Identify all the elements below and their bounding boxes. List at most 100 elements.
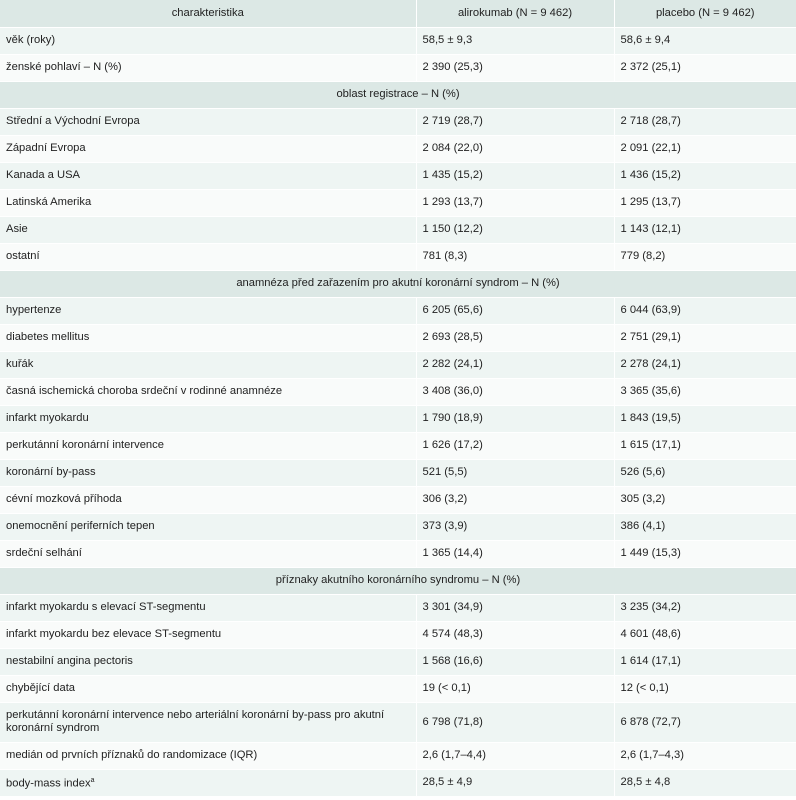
table-row: Střední a Východní Evropa 2 719 (28,7) 2 7…: [0, 108, 796, 135]
alirocumab-value: 1 150 (12,2): [416, 216, 614, 243]
alirocumab-value: 2 084 (22,0): [416, 135, 614, 162]
table-row: cévní mozková příhoda 306 (3,2) 305 (3,2): [0, 486, 796, 513]
placebo-value: 2 278 (24,1): [614, 351, 796, 378]
row-label-cell: onemocnění periferních tepen: [0, 513, 416, 540]
table-row: ostatní 781 (8,3) 779 (8,2): [0, 243, 796, 270]
alirocumab-value: 6 205 (65,6): [416, 297, 614, 324]
row-label-cell: cévní mozková příhoda: [0, 486, 416, 513]
table-row: onemocnění periferních tepen 373 (3,9) 386…: [0, 513, 796, 540]
table-row: Západní Evropa 2 084 (22,0) 2 091 (22,1): [0, 135, 796, 162]
row-label: nestabilní angina pectoris: [6, 655, 133, 667]
section-title: oblast registrace – N (%): [0, 81, 796, 108]
placebo-value: 28,5 ± 4,8: [614, 769, 796, 796]
table-row: infarkt myokardu bez elevace ST-segmentu…: [0, 621, 796, 648]
table-row: Asie 1 150 (12,2) 1 143 (12,1): [0, 216, 796, 243]
alirocumab-value: 2 693 (28,5): [416, 324, 614, 351]
placebo-value: 386 (4,1): [614, 513, 796, 540]
row-label-cell: ostatní: [0, 243, 416, 270]
alirocumab-value: 2 390 (25,3): [416, 54, 614, 81]
alirocumab-value: 4 574 (48,3): [416, 621, 614, 648]
row-label: koronární by-pass: [6, 466, 96, 478]
alirocumab-value: 1 293 (13,7): [416, 189, 614, 216]
row-label-cell: kuřák: [0, 351, 416, 378]
alirocumab-value: 306 (3,2): [416, 486, 614, 513]
row-label-cell: nestabilní angina pectoris: [0, 648, 416, 675]
row-label: infarkt myokardu bez elevace ST-segmentu: [6, 628, 221, 640]
row-label: diabetes mellitus: [6, 331, 89, 343]
header-characteristic: charakteristika: [0, 0, 416, 27]
table-row: infarkt myokardu 1 790 (18,9) 1 843 (19,5): [0, 405, 796, 432]
alirocumab-value: 1 568 (16,6): [416, 648, 614, 675]
alirocumab-value: 28,5 ± 4,9: [416, 769, 614, 796]
alirocumab-value: 58,5 ± 9,3: [416, 27, 614, 54]
placebo-value: 526 (5,6): [614, 459, 796, 486]
placebo-value: 6 044 (63,9): [614, 297, 796, 324]
table-row: chybějící data 19 (< 0,1) 12 (< 0,1): [0, 675, 796, 702]
row-label-cell: medián od prvních příznaků do randomizac…: [0, 742, 416, 769]
alirocumab-value: 2 282 (24,1): [416, 351, 614, 378]
alirocumab-value: 1 365 (14,4): [416, 540, 614, 567]
table-row: srdeční selhání 1 365 (14,4) 1 449 (15,3): [0, 540, 796, 567]
row-label-cell: Střední a Východní Evropa: [0, 108, 416, 135]
row-label-cell: perkutánní koronární intervence nebo art…: [0, 702, 416, 742]
placebo-value: 1 614 (17,1): [614, 648, 796, 675]
table-header-row: charakteristika alirokumab (N = 9 462) p…: [0, 0, 796, 27]
alirocumab-value: 19 (< 0,1): [416, 675, 614, 702]
row-label: perkutánní koronární intervence nebo art…: [6, 709, 384, 734]
row-label-cell: Asie: [0, 216, 416, 243]
row-label: Střední a Východní Evropa: [6, 115, 140, 127]
placebo-value: 3 365 (35,6): [614, 378, 796, 405]
placebo-value: 1 295 (13,7): [614, 189, 796, 216]
row-label-cell: perkutánní koronární intervence: [0, 432, 416, 459]
row-label: hypertenze: [6, 304, 61, 316]
row-label: Asie: [6, 223, 28, 235]
table-row: koronární by-pass 521 (5,5) 526 (5,6): [0, 459, 796, 486]
placebo-value: 6 878 (72,7): [614, 702, 796, 742]
row-label-cell: věk (roky): [0, 27, 416, 54]
table-row: infarkt myokardu s elevací ST-segmentu 3 …: [0, 594, 796, 621]
row-label-cell: infarkt myokardu: [0, 405, 416, 432]
alirocumab-value: 6 798 (71,8): [416, 702, 614, 742]
row-label: perkutánní koronární intervence: [6, 439, 164, 451]
placebo-value: 1 615 (17,1): [614, 432, 796, 459]
table-row: časná ischemická choroba srdeční v rodin…: [0, 378, 796, 405]
table-row: perkutánní koronární intervence nebo art…: [0, 702, 796, 742]
table-row: body-mass indexa 28,5 ± 4,9 28,5 ± 4,8: [0, 769, 796, 796]
table-row: hypertenze 6 205 (65,6) 6 044 (63,9): [0, 297, 796, 324]
row-label-cell: infarkt myokardu bez elevace ST-segmentu: [0, 621, 416, 648]
row-label: infarkt myokardu s elevací ST-segmentu: [6, 601, 206, 613]
row-label: srdeční selhání: [6, 547, 82, 559]
row-label: onemocnění periferních tepen: [6, 520, 155, 532]
row-label: časná ischemická choroba srdeční v rodin…: [6, 385, 282, 397]
row-label-cell: srdeční selhání: [0, 540, 416, 567]
row-label: medián od prvních příznaků do randomizac…: [6, 749, 257, 761]
row-label: kuřák: [6, 358, 33, 370]
row-label: infarkt myokardu: [6, 412, 89, 424]
row-label-cell: infarkt myokardu s elevací ST-segmentu: [0, 594, 416, 621]
section-header-row: oblast registrace – N (%): [0, 81, 796, 108]
row-label: ostatní: [6, 250, 40, 262]
row-label: Kanada a USA: [6, 169, 80, 181]
table-row: Kanada a USA 1 435 (15,2) 1 436 (15,2): [0, 162, 796, 189]
row-label-cell: Západní Evropa: [0, 135, 416, 162]
table-row: medián od prvních příznaků do randomizac…: [0, 742, 796, 769]
placebo-value: 58,6 ± 9,4: [614, 27, 796, 54]
row-label-cell: diabetes mellitus: [0, 324, 416, 351]
table-row: Latinská Amerika 1 293 (13,7) 1 295 (13,7): [0, 189, 796, 216]
alirocumab-value: 2 719 (28,7): [416, 108, 614, 135]
alirocumab-value: 3 408 (36,0): [416, 378, 614, 405]
placebo-value: 1 436 (15,2): [614, 162, 796, 189]
alirocumab-value: 1 626 (17,2): [416, 432, 614, 459]
row-label: Latinská Amerika: [6, 196, 91, 208]
placebo-value: 12 (< 0,1): [614, 675, 796, 702]
table-row: diabetes mellitus 2 693 (28,5) 2 751 (29,1…: [0, 324, 796, 351]
footnote-marker: a: [91, 777, 95, 784]
alirocumab-value: 521 (5,5): [416, 459, 614, 486]
placebo-value: 2 751 (29,1): [614, 324, 796, 351]
placebo-value: 2,6 (1,7–4,3): [614, 742, 796, 769]
section-title: příznaky akutního koronárního syndromu –…: [0, 567, 796, 594]
row-label-cell: hypertenze: [0, 297, 416, 324]
section-header-row: anamnéza před zařazením pro akutní koron…: [0, 270, 796, 297]
row-label: chybějící data: [6, 682, 75, 694]
placebo-value: 2 718 (28,7): [614, 108, 796, 135]
